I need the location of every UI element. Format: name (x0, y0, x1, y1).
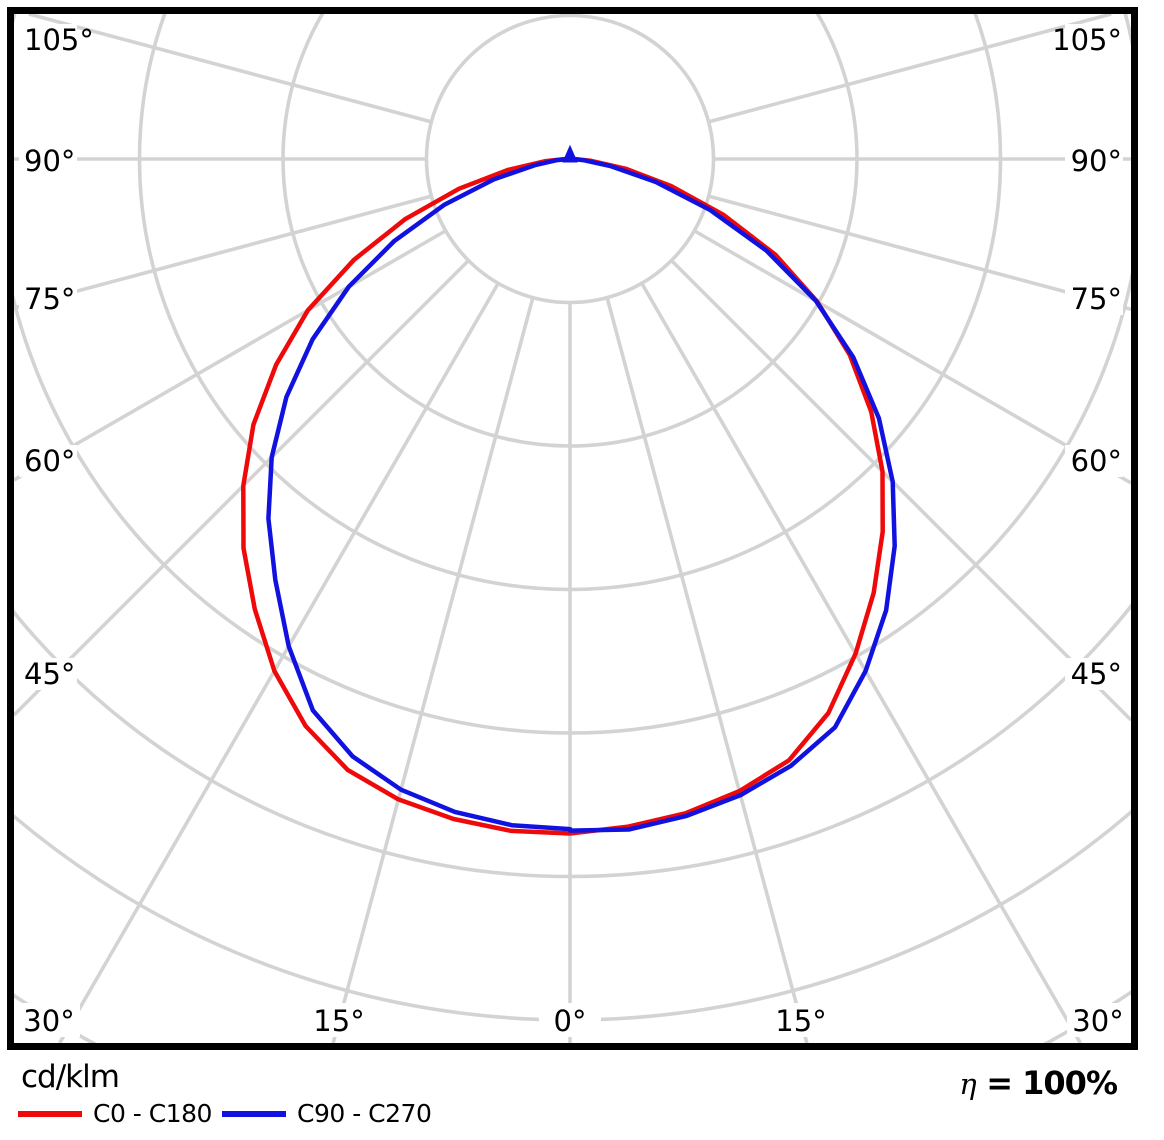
angle-label-mask (1067, 1003, 1129, 1037)
legend-label-c0-c180: C0 - C180 (93, 1099, 212, 1128)
intensity-curves (241, 156, 897, 836)
grid-ray (708, 194, 1131, 312)
angle-label-mask (19, 283, 77, 315)
angle-label-mask (19, 145, 77, 177)
angle-label-left: 105° (24, 23, 94, 57)
angle-label-mask (1065, 445, 1123, 477)
angle-labels: 105° 90° 75° 60° 45° 105° 90° 75° 60° 45° 30° 15° 0°… (18, 23, 1129, 1038)
grid-ray (640, 282, 1082, 1043)
angle-label-mask (308, 1003, 370, 1037)
grid-ray (605, 297, 809, 1043)
angle-label-bottom: 30° (1072, 1004, 1123, 1038)
grid-ray (708, 14, 1112, 124)
angle-label-mask (19, 445, 77, 477)
grid-ray (670, 259, 1131, 722)
grid-ray (14, 229, 447, 482)
angle-label-mask (1065, 24, 1123, 56)
grid-ray (28, 14, 432, 124)
angle-label-mask (1065, 283, 1123, 315)
legend-swatch-c0-c180 (18, 1111, 82, 1117)
apex-spike (562, 144, 578, 163)
grid-ring (14, 603, 1131, 879)
angle-label-bottom: 30° (23, 1004, 74, 1038)
grid-ray (693, 229, 1131, 485)
light-output-ratio: η = 100% (959, 1064, 1118, 1102)
angle-label-bottom: 15° (775, 1004, 826, 1038)
eta-value: = 100% (986, 1064, 1118, 1102)
angle-label-mask (770, 1003, 832, 1037)
angle-label-left: 90° (24, 144, 75, 178)
angle-label-bottom: 0° (554, 1004, 587, 1038)
grid-ray (331, 297, 535, 1043)
angle-label-mask (539, 1003, 601, 1037)
eta-symbol: η (959, 1067, 977, 1101)
angle-label-mask (1065, 658, 1123, 690)
angle-label-left: 60° (24, 444, 75, 478)
grid-ray (14, 194, 432, 310)
angle-label-right: 60° (1071, 444, 1122, 478)
angle-label-bottom: 15° (313, 1004, 364, 1038)
angle-label-right: 45° (1071, 657, 1122, 691)
grid-ring (14, 809, 1131, 1022)
angle-label-right: 90° (1071, 144, 1122, 178)
angle-label-left: 45° (24, 657, 75, 691)
angle-label-right: 105° (1052, 23, 1122, 57)
grid-ring (14, 14, 1131, 735)
angle-label-mask (18, 1003, 80, 1037)
legend-label-c90-c270: C90 - C270 (297, 1099, 432, 1128)
angle-label-right: 75° (1071, 282, 1122, 316)
angle-label-mask (19, 658, 77, 690)
curve-c90-c270 (266, 156, 897, 833)
legend-swatch-c90-c270 (222, 1111, 286, 1117)
angle-label-mask (19, 24, 77, 56)
chart-border (7, 7, 1138, 1050)
grid-ray (58, 282, 500, 1043)
angle-label-left: 75° (24, 282, 75, 316)
angle-label-mask (1065, 145, 1123, 177)
unit-label: cd/klm (21, 1059, 120, 1095)
